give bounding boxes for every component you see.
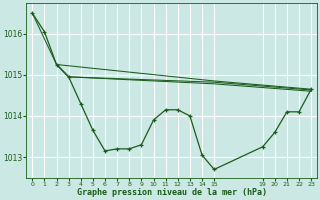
- X-axis label: Graphe pression niveau de la mer (hPa): Graphe pression niveau de la mer (hPa): [77, 188, 267, 197]
